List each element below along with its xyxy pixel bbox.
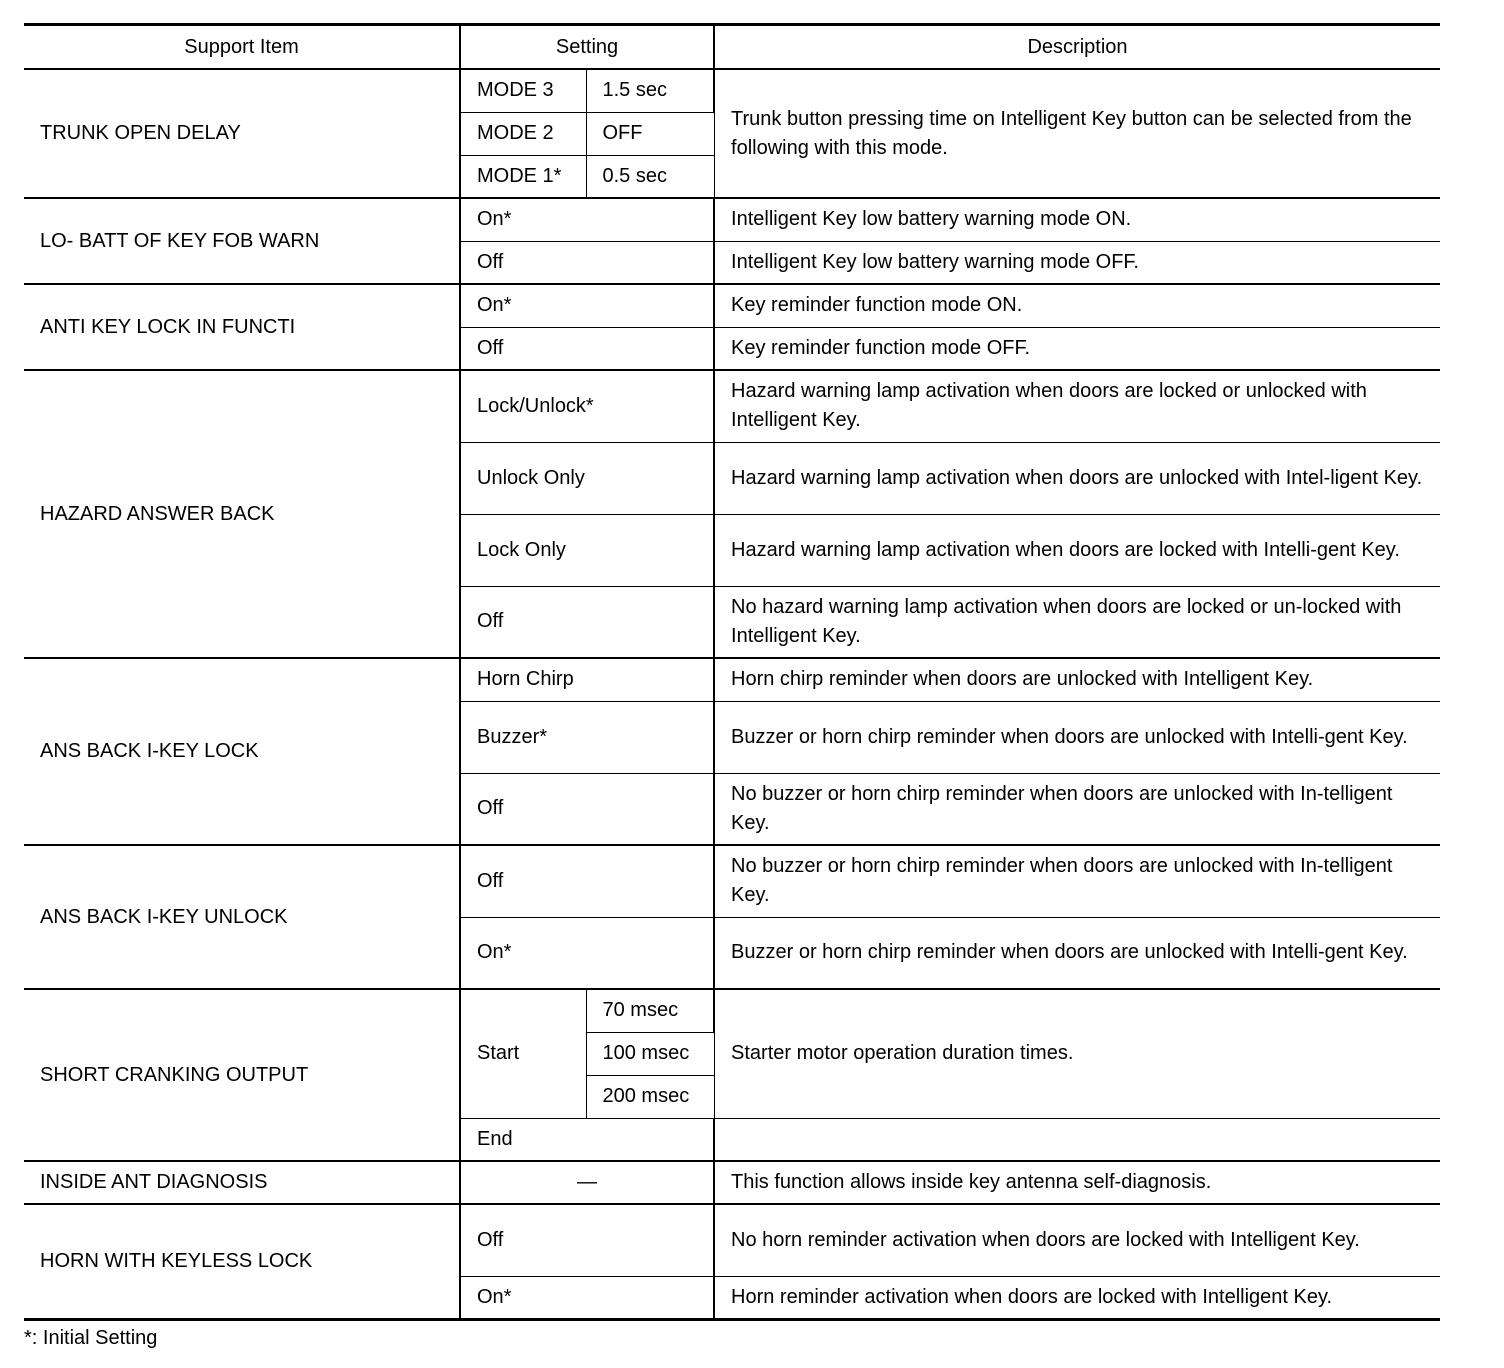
header-support-item: Support Item xyxy=(24,23,461,70)
item-name: TRUNK OPEN DELAY xyxy=(24,68,461,199)
description: Key reminder function mode ON. xyxy=(713,283,1441,328)
description: No hazard warning lamp activation when d… xyxy=(713,585,1441,659)
table-row: INSIDE ANT DIAGNOSIS — This function all… xyxy=(24,1160,1441,1205)
table-row: Off No buzzer or horn chirp reminder whe… xyxy=(24,772,1441,846)
table-row: End xyxy=(24,1117,1441,1162)
footnote: *: Initial Setting xyxy=(24,1327,158,1349)
table-row: ANTI KEY LOCK IN FUNCTI On* Key reminder… xyxy=(24,283,1441,371)
setting: Lock/Unlock* xyxy=(459,369,716,443)
header-row: Support Item Setting Description xyxy=(24,23,1441,70)
setting: Buzzer* xyxy=(460,700,716,774)
item-name: HORN WITH KEYLESS LOCK xyxy=(24,1203,461,1321)
table-row: On* Buzzer or horn chirp reminder when d… xyxy=(24,916,1441,990)
description: Hazard warning lamp activation when door… xyxy=(713,441,1441,515)
setting: Off xyxy=(460,772,716,846)
description xyxy=(713,1117,1441,1162)
table-row: TRUNK OPEN DELAY MODE 3 1.5 sec Trunk bu… xyxy=(24,68,1441,199)
description: Buzzer or horn chirp reminder when doors… xyxy=(713,700,1441,774)
description: Intelligent Key low battery warning mode… xyxy=(713,197,1441,242)
description: Trunk button pressing time on Intelligen… xyxy=(713,68,1441,199)
setting: Off xyxy=(460,326,716,371)
setting: End xyxy=(460,1117,716,1162)
description: Buzzer or horn chirp reminder when doors… xyxy=(713,916,1441,990)
table-row: ANS BACK I-KEY UNLOCK Off No buzzer or h… xyxy=(24,844,1441,990)
table-row: 100 msec xyxy=(24,1031,1440,1076)
setting: Off xyxy=(459,844,716,918)
table-row: HAZARD ANSWER BACK Lock/Unlock* Hazard w… xyxy=(24,369,1441,659)
setting-value: 100 msec xyxy=(586,1031,715,1076)
mode-cell: MODE 1* xyxy=(460,154,587,199)
setting: On* xyxy=(459,197,716,242)
setting: Unlock Only xyxy=(460,441,716,515)
mode-value: 0.5 sec xyxy=(585,154,715,199)
item-name: SHORT CRANKING OUTPUT xyxy=(24,988,461,1162)
header-setting: Setting xyxy=(459,23,716,70)
setting: — xyxy=(459,1160,716,1205)
item-name: ANS BACK I-KEY LOCK xyxy=(24,657,461,846)
table-row: LO- BATT OF KEY FOB WARN On* Intelligent… xyxy=(24,197,1441,285)
table-row: Off Key reminder function mode OFF. xyxy=(24,326,1441,371)
table-row: Unlock Only Hazard warning lamp activati… xyxy=(24,441,1441,515)
setting-value: 200 msec xyxy=(586,1074,715,1119)
item-name: ANTI KEY LOCK IN FUNCTI xyxy=(24,283,461,371)
description: Horn chirp reminder when doors are unloc… xyxy=(713,657,1441,702)
table-row: Off No hazard warning lamp activation wh… xyxy=(24,585,1441,659)
description: Starter motor operation duration times. xyxy=(713,988,1441,1119)
setting: Start xyxy=(459,988,587,1119)
setting: Off xyxy=(460,240,716,285)
table-row: Lock Only Hazard warning lamp activation… xyxy=(24,513,1441,587)
mode-value: OFF xyxy=(585,111,715,156)
setting: On* xyxy=(460,916,716,990)
setting: On* xyxy=(460,1275,716,1321)
table-row: ANS BACK I-KEY LOCK Horn Chirp Horn chir… xyxy=(24,657,1441,846)
mode-value: 1.5 sec xyxy=(585,68,716,113)
setting: Off xyxy=(460,585,716,659)
description: Hazard warning lamp activation when door… xyxy=(713,513,1441,587)
header-description: Description xyxy=(713,23,1441,70)
description: Key reminder function mode OFF. xyxy=(713,326,1441,371)
item-name: ANS BACK I-KEY UNLOCK xyxy=(24,844,461,990)
item-name: HAZARD ANSWER BACK xyxy=(24,369,461,659)
setting: On* xyxy=(459,283,716,328)
description: Horn reminder activation when doors are … xyxy=(713,1275,1441,1321)
mode-cell: MODE 3 xyxy=(459,68,587,113)
mode-cell: MODE 2 xyxy=(460,111,587,156)
description: No horn reminder activation when doors a… xyxy=(713,1203,1441,1277)
setting: Off xyxy=(459,1203,716,1277)
item-name: INSIDE ANT DIAGNOSIS xyxy=(24,1160,461,1205)
support-items-table: Support Item Setting Description TRUNK O… xyxy=(24,23,1441,1321)
table-row: On* Horn reminder activation when doors … xyxy=(24,1275,1441,1321)
description: Intelligent Key low battery warning mode… xyxy=(713,240,1441,285)
table-row: HORN WITH KEYLESS LOCK Off No horn remin… xyxy=(24,1203,1441,1321)
description: No buzzer or horn chirp reminder when do… xyxy=(713,772,1441,846)
setting: Lock Only xyxy=(460,513,716,587)
description: No buzzer or horn chirp reminder when do… xyxy=(713,844,1441,918)
item-name: LO- BATT OF KEY FOB WARN xyxy=(24,197,461,285)
setting-value: 70 msec xyxy=(585,988,716,1033)
table-row: Buzzer* Buzzer or horn chirp reminder wh… xyxy=(24,700,1441,774)
description: This function allows inside key antenna … xyxy=(713,1160,1441,1205)
table-row: SHORT CRANKING OUTPUT Start 70 msec Star… xyxy=(24,988,1441,1162)
description: Hazard warning lamp activation when door… xyxy=(713,369,1441,443)
setting: Horn Chirp xyxy=(459,657,716,702)
table-row: MODE 2 OFF xyxy=(24,111,1440,156)
